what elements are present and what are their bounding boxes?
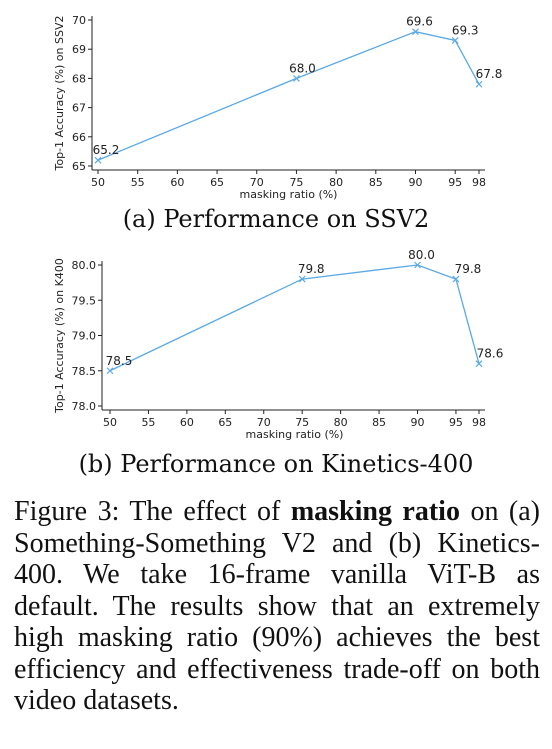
y-tick-label: 65 <box>72 160 86 173</box>
data-label: 78.6 <box>477 347 504 361</box>
y-tick-label: 80.0 <box>72 259 97 272</box>
x-tick-label: 75 <box>289 176 303 189</box>
data-label: 79.8 <box>298 262 325 276</box>
y-tick-label: 67 <box>72 102 86 115</box>
x-tick-label: 75 <box>295 416 309 429</box>
series-line <box>97 31 480 161</box>
x-tick-label: 50 <box>91 176 105 189</box>
data-point-marker <box>475 360 483 368</box>
data-label: 78.5 <box>106 354 133 368</box>
y-tick-label: 66 <box>72 131 86 144</box>
series-line <box>109 264 480 372</box>
data-label: 80.0 <box>408 248 435 262</box>
x-tick-label: 55 <box>131 176 145 189</box>
x-tick-label: 55 <box>141 416 155 429</box>
x-tick-label: 90 <box>409 176 423 189</box>
x-axis-label: masking ratio (%) <box>246 428 344 441</box>
y-axis-label: Top-1 Accuracy (%) on SSV2 <box>53 16 66 172</box>
chart-k400-caption: (b) Performance on Kinetics-400 <box>78 450 474 478</box>
data-label: 65.2 <box>93 143 120 157</box>
x-tick-label: 70 <box>250 176 264 189</box>
figure-caption-suffix: on (a) Something-Something V2 and (b) Ki… <box>14 496 540 716</box>
data-point-marker <box>106 367 114 375</box>
data-point-marker <box>412 28 419 36</box>
x-tick-label: 65 <box>210 176 224 189</box>
x-tick-label: 80 <box>334 416 348 429</box>
x-tick-label: 60 <box>180 416 194 429</box>
y-tick-label: 79.0 <box>72 330 97 343</box>
y-axis-label: Top-1 Accuracy (%) on K400 <box>53 258 66 414</box>
x-tick-label: 95 <box>449 416 463 429</box>
x-tick-label: 85 <box>372 416 386 429</box>
chart-ssv2-caption: (a) Performance on SSV2 <box>122 205 430 233</box>
figure-caption-bold: masking ratio <box>290 496 460 527</box>
x-tick-label: 70 <box>257 416 271 429</box>
y-tick-label: 70 <box>72 14 86 27</box>
figure-caption: Figure 3: The effect of masking ratio on… <box>14 496 540 717</box>
x-axis-label: masking ratio (%) <box>240 188 338 200</box>
x-tick-label: 65 <box>218 416 232 429</box>
y-tick-label: 79.5 <box>72 294 97 307</box>
data-point-marker <box>94 156 102 164</box>
data-point-marker <box>293 74 300 82</box>
x-tick-label: 80 <box>329 176 343 189</box>
chart-ssv2: 50 55 60 65 70 75 80 85 90 95 98656667686970maskin… <box>53 14 503 200</box>
x-tick-label: 95 <box>448 176 462 189</box>
data-label: 67.8 <box>476 67 503 81</box>
y-tick-label: 78.5 <box>72 365 97 378</box>
data-point-marker <box>475 80 483 88</box>
x-tick-label: 85 <box>369 176 383 189</box>
y-tick-label: 68 <box>72 72 86 85</box>
data-label: 68.0 <box>289 61 316 75</box>
data-point-marker <box>451 37 459 44</box>
data-label: 69.6 <box>406 15 433 29</box>
chart-k400: 50 55 60 65 70 75 80 85 90 95 98 78.0 78.5 79.0 79.5 80… <box>53 248 504 441</box>
data-label: 79.8 <box>455 262 482 276</box>
data-point-marker <box>452 275 460 283</box>
data-label: 69.3 <box>452 23 479 37</box>
x-tick-label: 60 <box>170 176 184 189</box>
x-tick-label: 90 <box>411 416 425 429</box>
data-point-marker <box>298 275 306 283</box>
data-point-marker <box>414 261 421 269</box>
figure-caption-prefix: Figure 3: The effect of <box>14 496 291 527</box>
x-tick-label: 50 <box>103 416 117 429</box>
y-tick-label: 78.0 <box>72 400 97 413</box>
x-tick-label: 98 <box>472 416 486 429</box>
x-tick-label: 98 <box>472 176 486 189</box>
y-tick-label: 69 <box>72 43 86 56</box>
